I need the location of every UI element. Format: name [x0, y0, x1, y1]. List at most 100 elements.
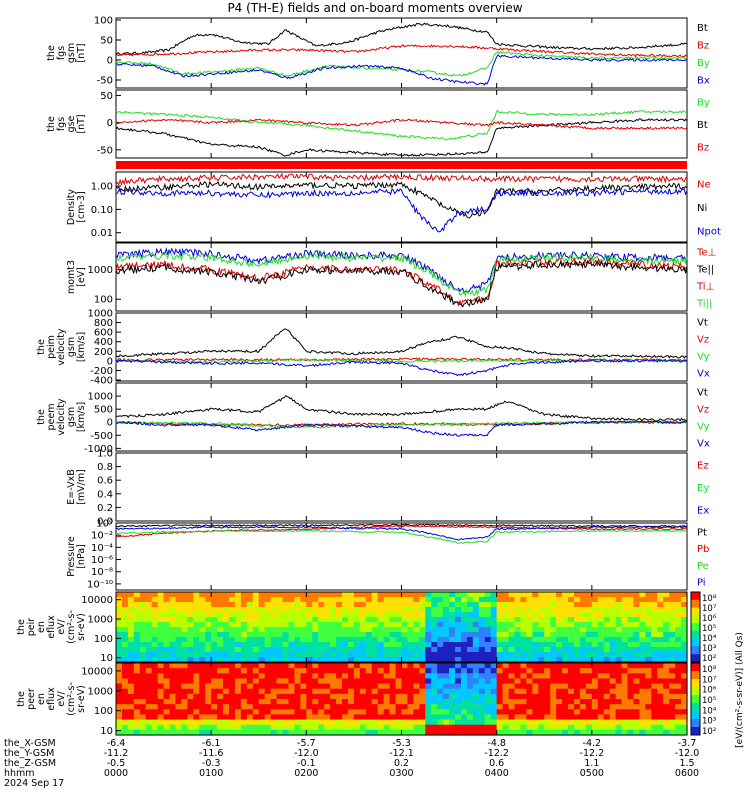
heatmap-cell [365, 709, 373, 716]
heatmap-cell [645, 597, 652, 603]
heatmap-cell [330, 663, 337, 669]
heatmap-cell [240, 622, 248, 628]
heatmap-cell [258, 668, 266, 674]
heatmap-cell [597, 729, 605, 736]
heatmap-cell [336, 714, 343, 721]
heatmap-cell [181, 678, 188, 685]
heatmap-cell [526, 714, 533, 721]
heatmap-cell [383, 693, 391, 700]
heatmap-cell [359, 704, 367, 710]
heatmap-cell [229, 668, 236, 674]
heatmap-cell [157, 678, 165, 685]
heatmap-cell [318, 602, 325, 608]
heatmap-cell [133, 642, 141, 648]
heatmap-cell [395, 612, 403, 618]
heatmap-cell [633, 602, 641, 608]
heatmap-cell [211, 637, 218, 643]
heatmap-cell [401, 683, 409, 690]
heatmap-cell [597, 602, 605, 608]
heatmap-cell [151, 668, 159, 674]
legend-entry: Bt [697, 23, 708, 34]
heatmap-cell [502, 647, 510, 653]
heatmap-cell [615, 678, 623, 685]
heatmap-cell [246, 709, 254, 716]
heatmap-cell [127, 688, 135, 695]
heatmap-cell [187, 642, 194, 648]
heatmap-cell [258, 729, 266, 736]
heatmap-cell [478, 602, 486, 608]
heatmap-cell [556, 627, 563, 633]
heatmap-cell [526, 612, 533, 618]
heatmap-cell [258, 612, 266, 618]
heatmap-cell [139, 688, 147, 695]
heatmap-cell [246, 724, 254, 731]
heatmap-cell [383, 709, 391, 716]
heatmap-cell [211, 709, 218, 716]
heatmap-cell [342, 668, 349, 674]
heatmap-cell [145, 642, 153, 648]
heatmap-cell [496, 642, 504, 648]
series-line-Ti [115, 247, 688, 295]
heatmap-cell [562, 678, 569, 685]
heatmap-cell [413, 719, 420, 726]
heatmap-cell [651, 688, 658, 695]
time-axis-value: -3.7 [678, 738, 697, 749]
heatmap-cell [342, 729, 349, 736]
heatmap-cell [133, 699, 141, 705]
heatmap-cell [389, 704, 397, 710]
heatmap-cell [401, 678, 409, 685]
heatmap-cell [240, 673, 248, 680]
heatmap-cell [121, 607, 129, 613]
heatmap-cell [413, 683, 420, 690]
heatmap-cell [377, 673, 385, 680]
heatmap-cell [508, 647, 516, 653]
heatmap-cell [591, 724, 599, 731]
heatmap-cell [437, 627, 444, 633]
heatmap-cell [544, 602, 551, 608]
heatmap-cell [538, 683, 545, 690]
heatmap-cell [663, 719, 670, 726]
heatmap-cell [437, 729, 444, 736]
heatmap-cell [645, 617, 652, 623]
heatmap-cell [389, 632, 397, 638]
heatmap-cell [324, 719, 331, 726]
heatmap-cell [508, 657, 516, 663]
heatmap-cell [514, 657, 522, 663]
heatmap-cell [121, 652, 129, 658]
heatmap-cell [663, 688, 670, 695]
heatmap-cell [425, 627, 432, 633]
heatmap-cell [342, 622, 349, 628]
heatmap-cell [437, 688, 444, 695]
heatmap-cell [133, 678, 141, 685]
heatmap-cell [300, 699, 307, 705]
heatmap-cell [609, 673, 617, 680]
heatmap-cell [300, 678, 307, 685]
heatmap-cell [460, 622, 468, 628]
heatmap-cell [121, 724, 129, 731]
heatmap-cell [151, 597, 159, 603]
heatmap-cell [514, 714, 522, 721]
heatmap-cell [330, 709, 337, 716]
heatmap-cell [556, 602, 563, 608]
heatmap-cell [645, 699, 652, 705]
legend-entry: Ey [697, 483, 709, 494]
heatmap-cell [651, 617, 658, 623]
heatmap-cell [639, 699, 646, 705]
heatmap-cell [175, 647, 183, 653]
heatmap-cell [603, 729, 611, 736]
heatmap-cell [330, 724, 337, 731]
heatmap-cell [544, 592, 551, 598]
heatmap-cell [187, 622, 194, 628]
colorbar-tick-label: 10⁶ [702, 614, 717, 624]
heatmap-cell [538, 678, 545, 685]
colorbar-frame [690, 591, 701, 663]
heatmap-cell [395, 663, 403, 669]
heatmap-cell [544, 668, 551, 674]
heatmap-cell [472, 602, 480, 608]
heatmap-cell [449, 602, 456, 608]
heatmap-cell [496, 678, 504, 685]
heatmap-cell [318, 663, 325, 669]
heatmap-cell [532, 597, 539, 603]
heatmap-cell [288, 617, 296, 623]
heatmap-cell [377, 657, 385, 663]
